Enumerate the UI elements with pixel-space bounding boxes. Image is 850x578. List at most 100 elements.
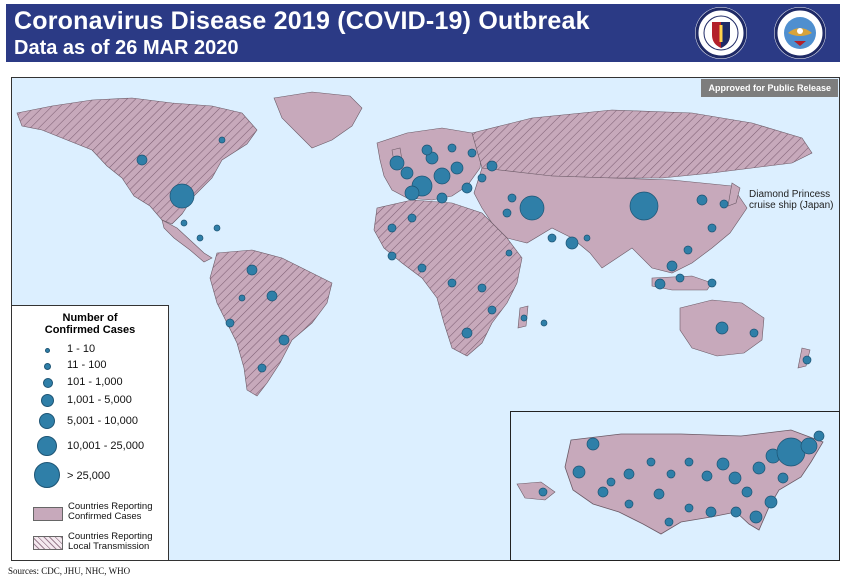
legend-bin-label: 101 - 1,000 (67, 376, 123, 388)
case-marker (425, 151, 439, 165)
us-case-marker (666, 469, 676, 479)
map-subtitle: Data as of 26 MAR 2020 (14, 37, 239, 59)
legend-dot-icon (43, 378, 53, 388)
world-map-canvas (16, 91, 813, 397)
us-case-marker (624, 499, 634, 509)
us-case-marker (597, 486, 609, 498)
legend-bin-4: 1,001 - 5,000 (12, 394, 168, 414)
legend-bin-6: 10,001 - 25,000 (12, 436, 168, 459)
case-marker (407, 213, 417, 223)
case-marker (257, 363, 267, 373)
case-marker (502, 208, 512, 218)
land-japan (727, 182, 741, 207)
legend-dot-icon (41, 394, 54, 407)
us-case-marker (730, 506, 742, 518)
case-marker (450, 161, 464, 175)
case-marker (719, 199, 729, 209)
land-africa (373, 199, 523, 357)
map-title: Coronavirus Disease 2019 (COVID-19) Outb… (14, 7, 590, 35)
land-central-america (161, 219, 213, 263)
case-marker (696, 194, 708, 206)
case-marker (387, 251, 397, 261)
legend-bin-label: 1 - 10 (67, 343, 96, 355)
legend-title-line2: Confirmed Cases (44, 324, 136, 336)
legend-swatch-local-transmission (33, 536, 63, 550)
us-case-marker (653, 488, 665, 500)
case-marker (246, 264, 258, 276)
case-marker (683, 245, 693, 255)
legend-bin-label: 11 - 100 (67, 359, 107, 371)
legend-bin-3: 101 - 1,000 (12, 376, 168, 396)
case-marker (387, 223, 397, 233)
legend-swatch-confirmed (33, 507, 63, 521)
title-banner: Coronavirus Disease 2019 (COVID-19) Outb… (6, 4, 840, 62)
case-marker (218, 136, 226, 144)
case-marker (654, 278, 666, 290)
case-marker (675, 273, 685, 283)
us-inset-map[interactable] (510, 411, 840, 561)
case-marker (417, 263, 427, 273)
us-case-marker (777, 472, 789, 484)
legend-swatch-local-label: Countries Reporting Local Transmission (68, 532, 153, 552)
sources-footnote: Sources: CDC, JHU, NHC, WHO (8, 566, 131, 576)
us-case-marker (776, 437, 806, 467)
us-case-marker (572, 465, 586, 479)
us-case-marker (741, 486, 753, 498)
alaska-land (516, 481, 556, 501)
legend-swatch-local-line1: Countries Reporting (68, 531, 153, 542)
case-marker (421, 144, 433, 156)
legend-bin-label: 1,001 - 5,000 (67, 394, 132, 406)
case-marker (505, 249, 513, 257)
legend-bin-7: > 25,000 (12, 462, 168, 488)
legend-bin-5: 5,001 - 10,000 (12, 413, 168, 434)
legend-title: Number of Confirmed Cases (12, 312, 168, 336)
case-marker (487, 305, 497, 315)
ship-label-line1: Diamond Princess (749, 189, 831, 200)
case-marker (507, 193, 517, 203)
us-case-marker (606, 477, 616, 487)
case-marker (266, 290, 278, 302)
us-case-marker (705, 506, 717, 518)
case-marker (136, 154, 148, 166)
case-marker (629, 191, 659, 221)
legend-bin-2: 11 - 100 (12, 359, 168, 379)
case-marker (547, 233, 557, 243)
us-case-marker (538, 487, 548, 497)
legend-bin-label: 10,001 - 25,000 (67, 440, 145, 452)
us-case-marker (813, 430, 825, 442)
legend-dot-icon (44, 363, 51, 370)
case-marker (583, 234, 591, 242)
case-marker (225, 318, 235, 328)
department-of-defense-seal (774, 7, 826, 59)
land-indonesia (651, 275, 713, 291)
legend-title-line1: Number of (62, 312, 118, 324)
legend-dot-icon (34, 462, 60, 488)
case-marker (433, 167, 451, 185)
us-case-marker (764, 495, 778, 509)
case-marker (278, 334, 290, 346)
case-marker (477, 283, 487, 293)
public-release-badge: Approved for Public Release (701, 79, 838, 97)
us-case-marker (586, 437, 600, 451)
us-case-marker (716, 457, 730, 471)
us-case-marker (728, 471, 742, 485)
us-case-marker (684, 503, 694, 513)
defense-health-agency-seal (695, 7, 747, 59)
case-marker (477, 173, 487, 183)
legend-dot-icon (39, 413, 55, 429)
case-marker (180, 219, 188, 227)
legend-bin-label: > 25,000 (67, 470, 111, 482)
case-marker (196, 234, 204, 242)
land-south-america (209, 249, 333, 397)
legend-swatch-confirmed-label: Countries Reporting Confirmed Cases (68, 501, 153, 522)
us-case-marker (749, 510, 763, 524)
case-marker (400, 166, 414, 180)
case-marker (802, 355, 812, 365)
legend-swatch-local-line2: Local Transmission (68, 541, 150, 552)
case-marker (447, 278, 457, 288)
legend-bin-1: 1 - 10 (12, 343, 168, 363)
case-marker (486, 160, 498, 172)
case-marker (715, 321, 729, 335)
case-marker (519, 195, 545, 221)
case-marker (707, 278, 717, 288)
